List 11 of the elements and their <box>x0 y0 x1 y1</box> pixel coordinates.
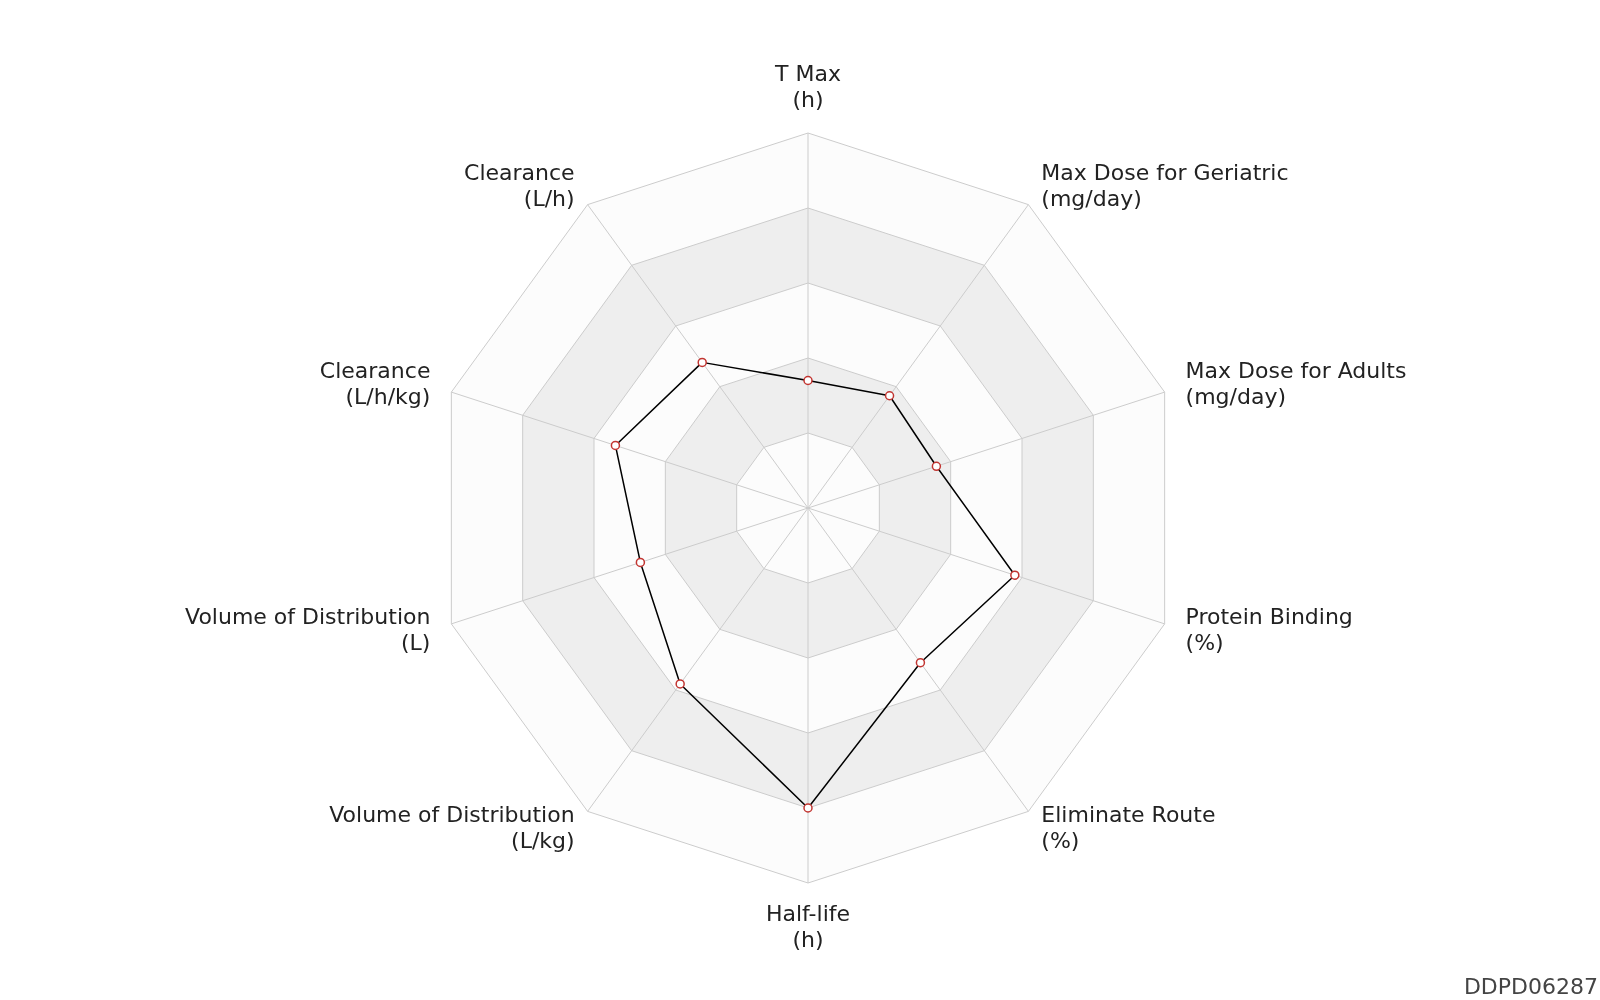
spoke-label: Volume of Distribution (L) <box>185 603 431 655</box>
spoke-label: Protein Binding (%) <box>1185 603 1353 655</box>
spoke-label: Max Dose for Geriatric (mg/day) <box>1041 159 1289 211</box>
text: DDPD06287 <box>1463 974 1598 999</box>
spoke-label: Eliminate Route (%) <box>1041 802 1216 854</box>
spoke-label: T Max (h) <box>774 61 841 112</box>
spoke-label: Max Dose for Adults (mg/day) <box>1185 358 1407 410</box>
spoke-label: Volume of Distribution (L/kg) <box>329 802 575 854</box>
spoke-label: Half-life (h) <box>765 901 851 952</box>
spoke-label: Clearance (L/h/kg) <box>319 358 431 410</box>
spoke-label: Clearance (L/h) <box>464 159 575 211</box>
